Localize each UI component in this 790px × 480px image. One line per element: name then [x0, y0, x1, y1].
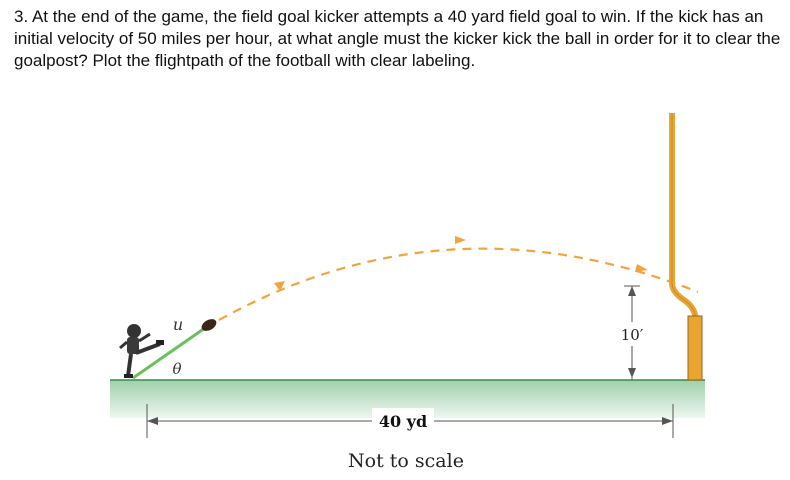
height-label: 10′ [621, 326, 644, 344]
kicker-figure [119, 324, 164, 378]
angle-label: θ [172, 360, 181, 378]
distance-label: 40 yd [379, 412, 427, 431]
launch-line [132, 326, 206, 380]
trajectory-arrow-3 [635, 264, 648, 272]
trajectory-arrow-1 [274, 281, 285, 291]
scale-note: Not to scale [348, 450, 464, 472]
trajectory-arrow-2 [455, 236, 466, 244]
football [201, 319, 217, 331]
trajectory-path [204, 247, 699, 329]
question-text: 3. At the end of the game, the field goa… [14, 7, 781, 70]
goalpost-base [687, 315, 703, 381]
velocity-label: u [173, 315, 183, 334]
